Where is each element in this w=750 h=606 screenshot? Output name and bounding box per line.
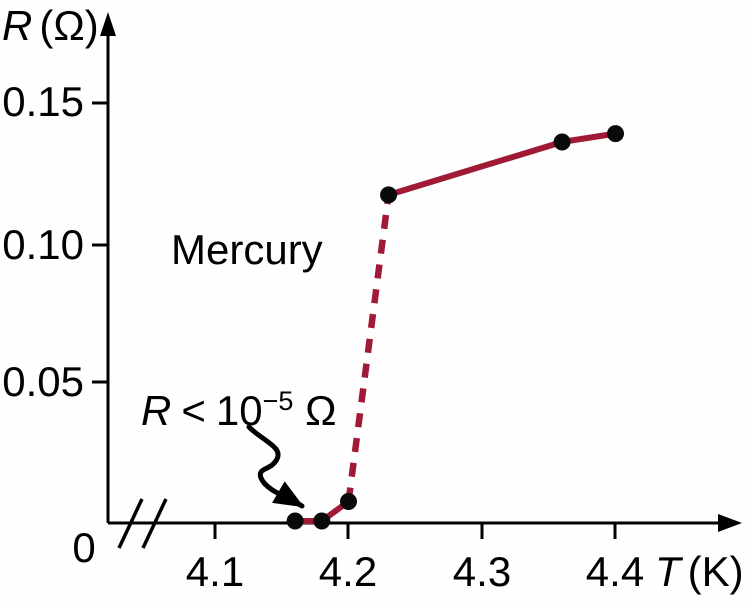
y-axis-symbol: R	[2, 2, 33, 49]
transition-dashed-segment	[345, 194, 392, 502]
axis-break-icon	[117, 498, 168, 549]
y-tick-label: 0.15	[2, 78, 84, 125]
y-axis-title: R (Ω)	[2, 5, 99, 47]
y-axis-unit: (Ω)	[39, 2, 99, 49]
annotation-arrow-icon	[246, 424, 305, 509]
data-point	[607, 125, 624, 143]
x-tick-label: 4.4	[585, 548, 645, 595]
annotation-symbol: R	[141, 387, 172, 434]
series-label-mercury: Mercury	[171, 226, 323, 273]
origin-label: 0	[72, 524, 96, 571]
x-tick-label: 4.2	[318, 548, 378, 595]
resistance-curve-segment	[387, 130, 616, 198]
annotation-unit: Ω	[305, 387, 337, 434]
x-tick-label: 4.1	[185, 548, 245, 595]
y-axis-arrowhead-icon	[100, 12, 116, 36]
resistance-annotation: R <10−5 Ω	[141, 387, 337, 434]
data-point	[553, 133, 571, 151]
y-tick-label: 0.10	[2, 221, 84, 268]
annotation-comparator: <	[181, 387, 206, 434]
annotation-base: 10	[215, 387, 263, 434]
x-axis-arrowhead-icon	[718, 514, 742, 532]
data-point	[286, 512, 304, 530]
data-curve-layer	[286, 125, 624, 530]
annotation-exponent: −5	[262, 386, 294, 416]
x-tick-label: 4.3	[452, 548, 512, 595]
y-tick-label: 0.05	[2, 358, 84, 405]
data-point	[340, 492, 357, 510]
data-point	[313, 512, 331, 530]
data-point	[380, 186, 398, 204]
y-axis-ticks	[92, 101, 108, 384]
x-axis-unit: (K)	[687, 548, 744, 595]
x-axis-ticks	[213, 523, 617, 539]
x-axis-title: T (K)	[655, 551, 744, 593]
x-axis-symbol: T	[655, 548, 681, 595]
